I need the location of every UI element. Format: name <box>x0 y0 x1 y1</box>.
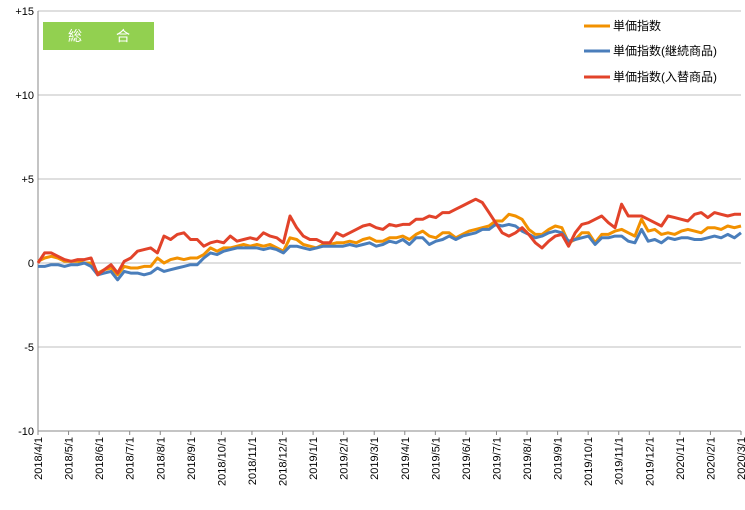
legend-label: 単価指数(継続商品) <box>613 43 717 58</box>
x-tick-label: 2019/8/1 <box>522 437 534 480</box>
x-tick-label: 2019/5/1 <box>430 437 442 480</box>
x-tick-label: 2019/3/1 <box>369 437 381 480</box>
x-axis: 2018/4/1 2018/5/1 2018/6/1 2018/7/1 2018/8/1… <box>33 430 745 486</box>
x-tick-label: 2019/4/1 <box>400 437 412 480</box>
legend-label: 単価指数 <box>613 18 661 33</box>
x-tick-label: 2018/10/1 <box>216 437 228 486</box>
series-lines <box>36 197 742 282</box>
x-tick-label: 2020/2/1 <box>705 437 717 480</box>
x-tick-label: 2018/6/1 <box>94 437 106 480</box>
x-tick-label: 2018/8/1 <box>155 437 167 480</box>
y-axis: +15 +10 +5 0 -5 -10 <box>15 6 39 438</box>
x-tick-label: 2019/9/1 <box>553 437 565 480</box>
x-tick-label: 2018/9/1 <box>186 437 198 480</box>
x-tick-label: 2019/12/1 <box>644 437 656 486</box>
y-tick-label: -10 <box>18 426 34 438</box>
badge-label: 総 合 <box>68 28 140 44</box>
x-tick-label: 2019/11/1 <box>614 437 626 485</box>
x-tick-label: 2018/11/1 <box>247 437 259 485</box>
y-tick-label: +10 <box>15 90 34 102</box>
series-line-1 <box>37 212 742 277</box>
x-tick-label: 2018/4/1 <box>33 437 45 480</box>
x-tick-label: 2019/6/1 <box>461 437 473 480</box>
legend-label: 単価指数(入替商品) <box>613 69 717 84</box>
y-tick-label: +15 <box>15 6 34 18</box>
badge: 総 合 <box>43 22 154 50</box>
x-tick-label: 2020/1/1 <box>675 437 687 480</box>
x-tick-label: 2018/12/1 <box>278 437 290 486</box>
x-tick-label: 2019/10/1 <box>583 437 595 486</box>
series-line-2 <box>38 222 742 282</box>
badge-background <box>43 22 154 50</box>
x-tick-label: 2019/2/1 <box>339 437 351 480</box>
y-tick-label: +5 <box>21 174 34 186</box>
series-line-3 <box>36 197 741 277</box>
x-tick-label: 2019/1/1 <box>308 437 320 480</box>
y-tick-label: 0 <box>28 258 34 270</box>
x-tick-label: 2019/7/1 <box>491 437 503 480</box>
x-tick-label: 2020/3/1 <box>736 437 745 480</box>
y-tick-label: -5 <box>24 342 34 354</box>
x-tick-label: 2018/5/1 <box>64 437 76 480</box>
x-tick-label: 2018/7/1 <box>125 437 137 480</box>
